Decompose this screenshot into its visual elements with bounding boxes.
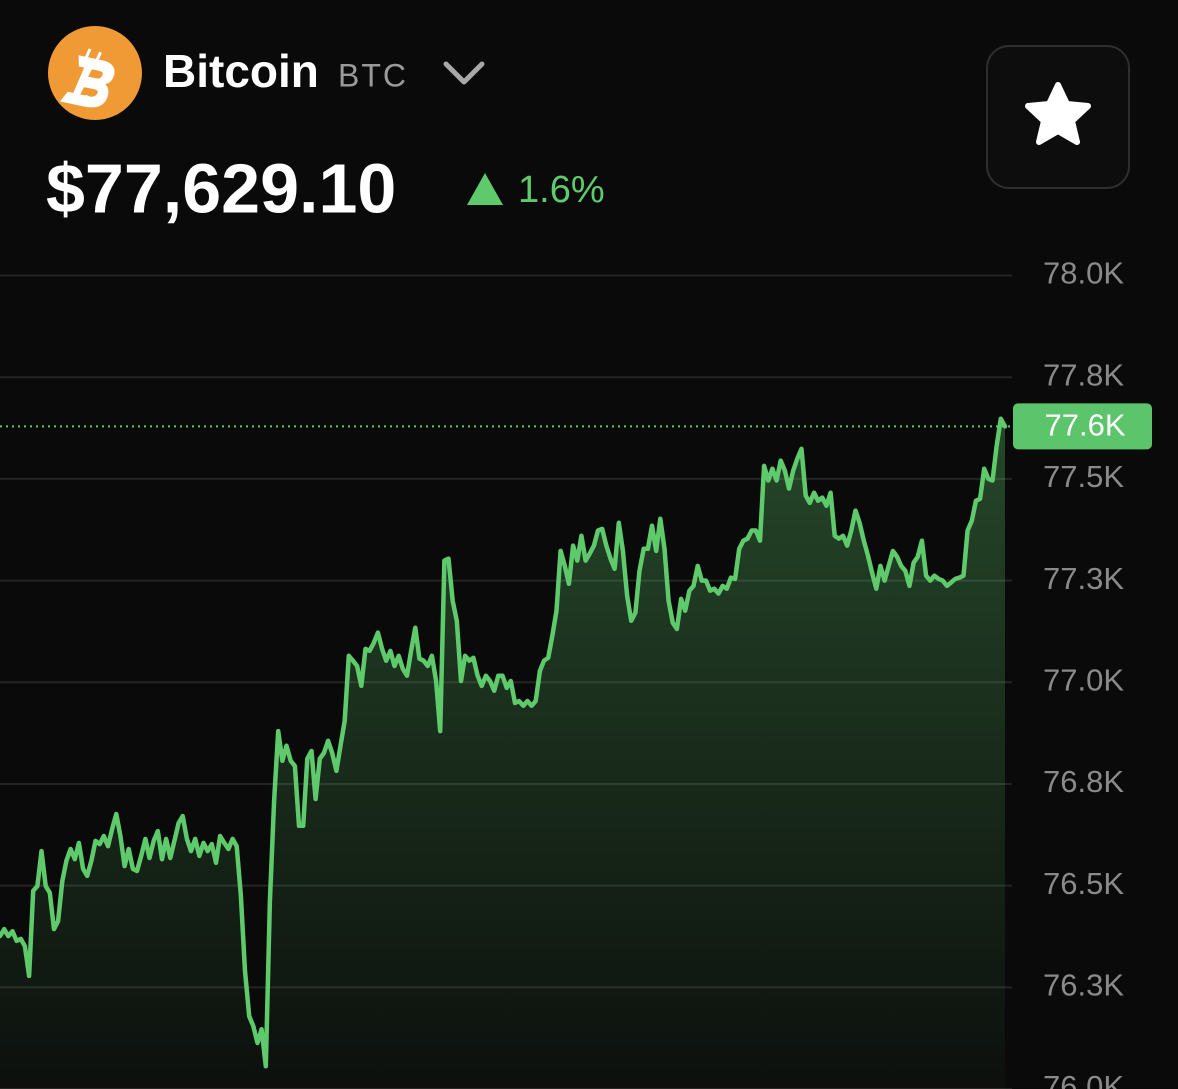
y-tick-label: 76.8K xyxy=(1043,764,1124,799)
y-tick-label: 77.3K xyxy=(1043,561,1124,596)
price-line xyxy=(0,416,1008,1069)
price-change: 1.6% xyxy=(518,169,605,211)
plot: 76.0K 76.3K 76.5K 76.8K 77.0K 77.3K 77.5K 77.8K… xyxy=(0,256,1152,1089)
coin-symbol: BTC xyxy=(338,57,408,93)
y-tick-label: 76.3K xyxy=(1043,968,1124,1003)
coin-logo[interactable] xyxy=(48,26,142,120)
price: $77,629.10 xyxy=(46,149,396,227)
y-tick-label: 77.5K xyxy=(1043,459,1124,494)
y-tick-label: 77.0K xyxy=(1043,662,1124,697)
logo-glyph xyxy=(60,48,115,108)
star-icon xyxy=(1025,82,1091,145)
y-tick-label: 78.0K xyxy=(1043,256,1124,291)
current-price-label: 77.6K xyxy=(1044,408,1125,443)
favorite-button[interactable] xyxy=(986,45,1130,189)
change-arrow xyxy=(467,173,503,205)
current-price-badge xyxy=(1013,403,1152,450)
y-tick-label: 76.5K xyxy=(1043,866,1124,901)
coin-name: Bitcoin xyxy=(163,45,319,97)
y-tick-label: 77.8K xyxy=(1043,357,1124,392)
dropdown-chevron[interactable] xyxy=(443,61,485,85)
y-tick-label: 76.0K xyxy=(1043,1069,1124,1089)
area-fill xyxy=(0,418,1005,1089)
